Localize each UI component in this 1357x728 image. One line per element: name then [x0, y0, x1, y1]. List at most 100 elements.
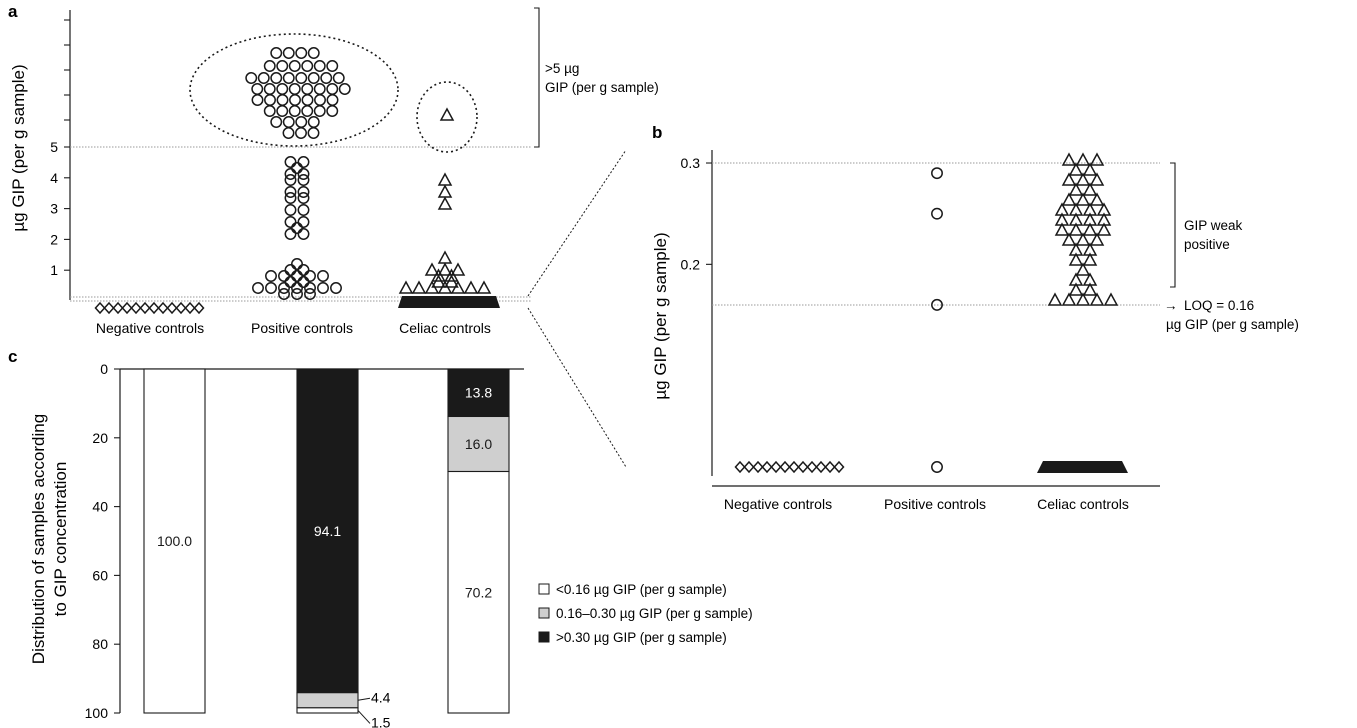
panel-b-celiac-point-11 — [1075, 192, 1091, 206]
panel-a-positive-point-1 — [297, 156, 310, 168]
panel-a-positive-gt5-point-11 — [257, 72, 270, 84]
panel-a-positive-gt5-point-2 — [295, 47, 308, 59]
panel-b-celiac-point-26 — [1075, 232, 1091, 246]
panel-a-negative-point-3 — [121, 301, 133, 315]
panel-b-bracket-label-2: positive — [1184, 237, 1230, 252]
panel-a-tick-label-1: 2 — [50, 231, 58, 247]
panel-b-celiac-point-40 — [1089, 292, 1105, 306]
panel-a-positive-point-24 — [304, 270, 316, 282]
panel-a-positive-gt5-point-29 — [289, 94, 301, 106]
panel-c-bar-1-seg-2 — [296, 707, 359, 714]
panel-b-negative-point-2 — [752, 460, 764, 474]
panel-b-negative-point-1 — [743, 460, 755, 474]
panel-b-negative-point-8 — [806, 460, 818, 474]
panel-a-celiac-point-2 — [437, 196, 453, 210]
panel-c-legend-label-0: <0.16 µg GIP (per g sample) — [556, 582, 727, 597]
panel-b-celiac-point-3 — [1068, 162, 1084, 176]
panel-c-y-axis-label-2: to GIP concentration — [51, 462, 70, 617]
panel-b-tick-label-1: 0.3 — [681, 155, 701, 171]
panel-a-positive-gt5-point-18 — [251, 83, 264, 95]
panel-c-legend-label-2: >0.30 µg GIP (per g sample) — [556, 630, 727, 645]
panel-c-tick-label-4: 80 — [92, 636, 108, 652]
panel-a-positive-gt5-point-19 — [263, 83, 276, 95]
panel-b-negative-point-3 — [761, 460, 773, 474]
panel-a-positive-point-19 — [284, 264, 297, 276]
panel-c-bar-2-seg-0 — [447, 368, 510, 418]
panel-a-positive-point-23 — [291, 270, 303, 282]
panel-b-celiac-point-1 — [1075, 152, 1091, 166]
panel-a-positive-point-17 — [297, 228, 310, 240]
panel-a-y-ticks: 1 2 3 4 5 — [50, 19, 70, 278]
panel-a-positive-gt5-point-27 — [264, 94, 276, 106]
panel-a-positive-point-11 — [284, 204, 297, 216]
panel-a-negative-point-0 — [94, 301, 106, 315]
panel-b-celiac-zero-band — [1037, 461, 1128, 473]
panel-b-celiac-point-25 — [1061, 232, 1077, 246]
panel-a-positive-point-18 — [291, 258, 303, 270]
panel-a-positive-point-16 — [284, 228, 297, 240]
panel-b-positive-point-3 — [931, 461, 943, 473]
panel-b-celiac-point-2 — [1089, 152, 1105, 166]
panel-a-positive-gt5-point-42 — [307, 116, 320, 128]
panel-a-positive-point-31 — [291, 282, 303, 294]
panel-a-positive-point-12 — [297, 204, 310, 216]
panel-b-celiac-point-8 — [1068, 182, 1084, 196]
panel-a-celiac-point-11 — [398, 280, 414, 294]
panel-a-celiac-point-1 — [437, 184, 453, 198]
panel-a-positive-point-3 — [284, 168, 297, 180]
panel-b-celiac-point-36 — [1082, 282, 1098, 296]
panel-b-negative-point-7 — [797, 460, 809, 474]
panel-b-negative-point-0 — [734, 460, 746, 474]
panel-a-positive-point-10 — [297, 192, 310, 204]
panel-c-tick-label-1: 20 — [92, 430, 108, 446]
panel-c-bar-0-label-2: 100.0 — [157, 533, 192, 549]
panel-a-positive-point-7 — [284, 186, 297, 198]
panel-a-positive-gt5-point-14 — [295, 72, 308, 84]
panel-a-celiac-point-12 — [411, 280, 427, 294]
panel-b-negative-point-9 — [815, 460, 827, 474]
panel-b-celiac-point-4 — [1082, 162, 1098, 176]
panel-a-positive-gt5-point-1 — [282, 47, 295, 59]
panel-b-celiac-point-39 — [1075, 292, 1091, 306]
panel-c-bar-1-label-2: 1.5 — [371, 714, 391, 728]
panel-b-category-positive: Positive controls — [884, 496, 986, 512]
panel-c-legend-swatch-1 — [538, 607, 550, 619]
panel-b-celiac-point-5 — [1061, 172, 1077, 186]
panel-a-celiac-point-8 — [444, 268, 459, 282]
panel-a-positive-point-28 — [252, 282, 264, 294]
panel-a-bracket-label-2: GIP (per g sample) — [545, 80, 659, 95]
panel-b-celiac-point-7 — [1089, 172, 1105, 186]
panel-c-tick-label-2: 40 — [92, 499, 108, 515]
panel-b-celiac-point-24 — [1096, 222, 1112, 236]
panel-a-positive-gt5-point-4 — [263, 60, 276, 72]
panel-a-celiac-point-4 — [424, 262, 440, 276]
panel-b-celiac-point-41 — [1103, 292, 1119, 306]
panel-a-celiac-point-3 — [437, 250, 453, 264]
panel-b-celiac-point-37 — [1047, 292, 1063, 306]
panel-a-positive-gt5-point-6 — [288, 60, 301, 72]
panel-c-bar-0-seg-2 — [143, 368, 206, 714]
panel-a-positive-point-37 — [304, 288, 316, 300]
panel-a-positive-point-8 — [297, 186, 310, 198]
panel-a-positive-gt5-point-3 — [307, 47, 320, 59]
panel-a-positive-gt5-point-15 — [307, 72, 320, 84]
panel-a-positive-point-20 — [297, 264, 310, 276]
panel-a-tick-label-2: 3 — [50, 201, 58, 217]
panel-b-celiac-point-9 — [1082, 182, 1098, 196]
panel-b-y-axis-label: µg GIP (per g sample) — [651, 232, 670, 399]
panel-a-celiac-point-7 — [431, 268, 446, 282]
panel-a-category-celiac: Celiac controls — [399, 320, 491, 336]
panel-b-celiac-point-35 — [1068, 282, 1084, 296]
panel-a-negative-point-4 — [130, 301, 142, 315]
panel-a-positive-point-34 — [330, 282, 342, 294]
panel-a-negative-point-11 — [193, 301, 205, 315]
panel-b-positive-point-0 — [931, 167, 943, 180]
panel-a-positive-point-21 — [265, 270, 277, 282]
panel-c: c Distribution of samples according to G… — [8, 347, 753, 728]
panel-a-celiac-point-14 — [437, 280, 453, 294]
zoom-line-bottom — [527, 307, 627, 468]
panel-c-bar-1-label-0: 94.1 — [314, 523, 341, 539]
panel-a-celiac-point-16 — [463, 280, 479, 294]
panel-a-positive-point-0 — [284, 156, 297, 168]
panel-b-celiac-point-30 — [1068, 252, 1084, 266]
